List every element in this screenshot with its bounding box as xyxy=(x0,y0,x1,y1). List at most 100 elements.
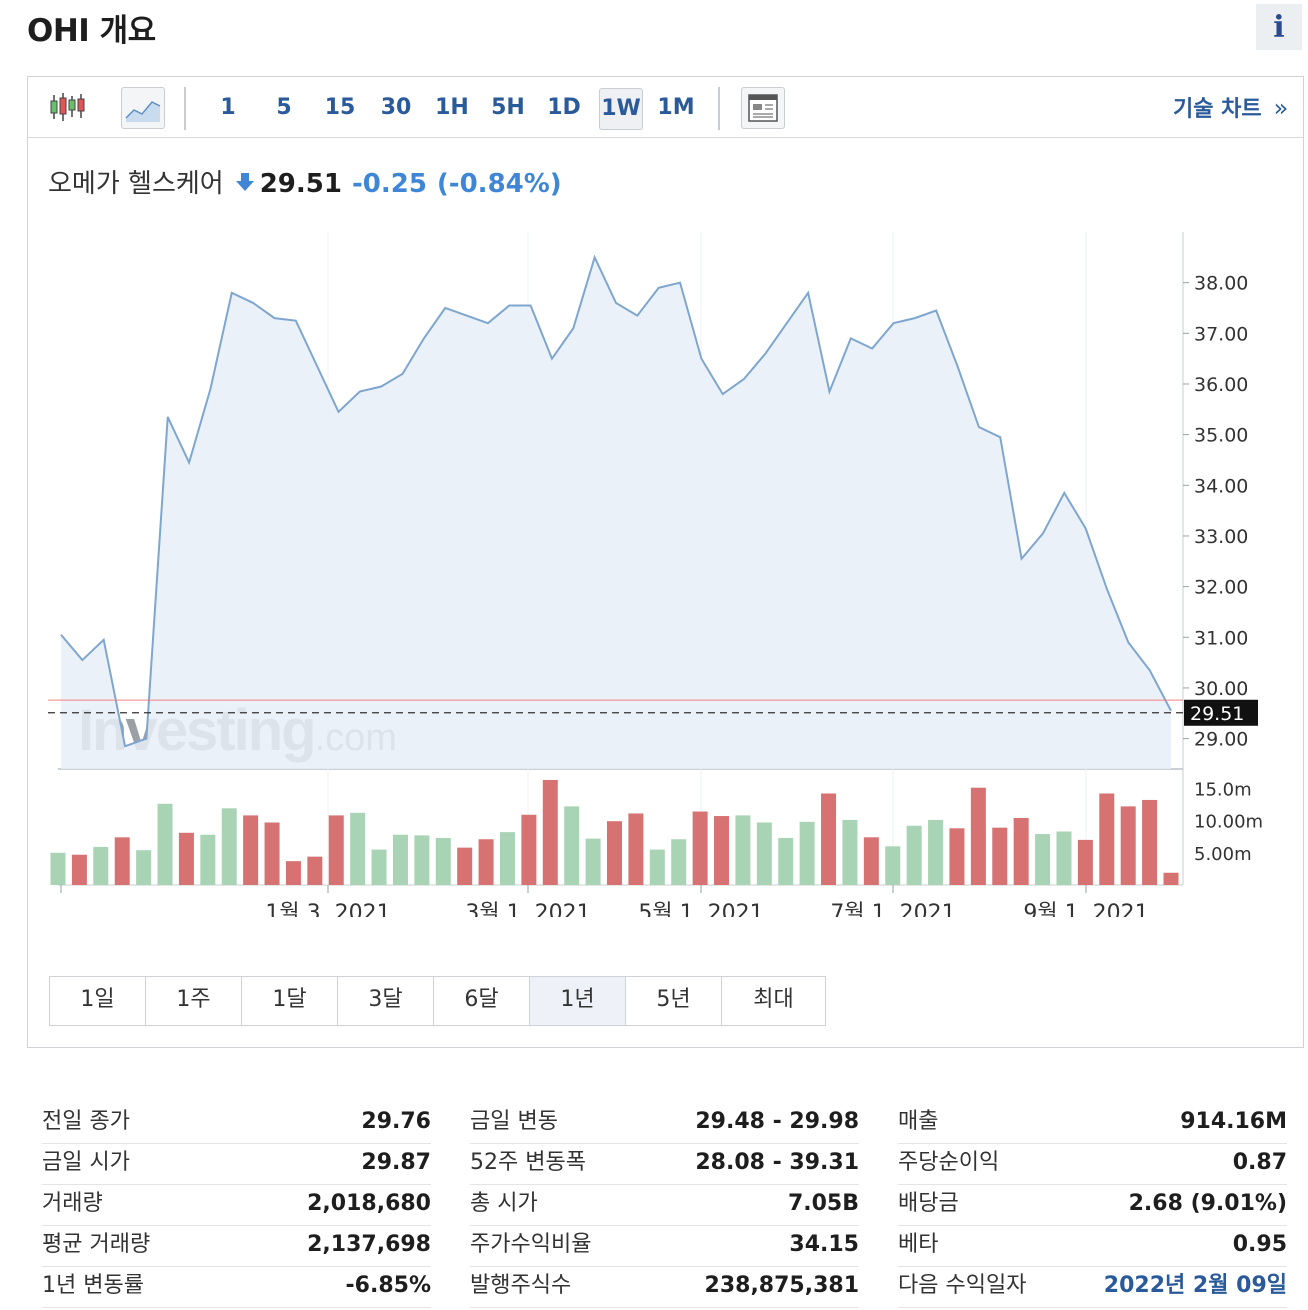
interval-1w[interactable]: 1W xyxy=(599,88,643,130)
quote-summary: 오메가 헬스케어 29.51 -0.25 (-0.84%) xyxy=(48,163,562,200)
technical-chart-link[interactable]: 기술 차트 » xyxy=(1173,91,1288,123)
stat-label: 발행주식수 xyxy=(470,1273,572,1298)
volume-bar xyxy=(970,787,986,885)
volume-bar xyxy=(671,839,687,885)
stat-label: 주가수익비율 xyxy=(470,1232,592,1257)
time-range-selector: 1일 1주 1달 3달 6달 1년 5년 최대 xyxy=(49,976,826,1026)
double-chevron-right-icon: » xyxy=(1273,94,1289,122)
stat-row: 금일 시가 29.87 xyxy=(42,1144,431,1185)
volume-bar xyxy=(200,834,216,885)
range-button[interactable]: 1달 xyxy=(242,977,338,1025)
stat-label: 총 시가 xyxy=(470,1191,538,1216)
range-button[interactable]: 1주 xyxy=(146,977,242,1025)
page-title: OHI 개요 xyxy=(27,13,156,49)
interval-1m[interactable]: 1M xyxy=(657,95,695,120)
stats-column: 금일 변동 29.48 - 29.98 52주 변동폭 28.08 - 39.31 총 … xyxy=(470,1103,859,1308)
interval-5h[interactable]: 5H xyxy=(491,95,525,120)
stat-value: 2.68 (9.01%) xyxy=(1128,1191,1287,1216)
volume-bar xyxy=(50,852,66,885)
range-button[interactable]: 6달 xyxy=(434,977,530,1025)
volume-bar xyxy=(949,828,965,885)
volume-bar xyxy=(414,835,430,885)
candlestick-chart-icon[interactable] xyxy=(46,87,88,127)
volume-bar xyxy=(821,793,837,885)
time-tick-label: 5월 1, 2021 xyxy=(638,901,763,917)
layout-icon[interactable] xyxy=(741,87,785,129)
price-tick-label: 36.00 xyxy=(1194,374,1248,396)
volume-bar xyxy=(1013,817,1029,885)
volume-bar xyxy=(992,827,1008,885)
volume-bar xyxy=(928,819,944,885)
price-line xyxy=(60,254,1172,748)
range-button[interactable]: 최대 xyxy=(753,987,794,1012)
price-tick-label: 33.00 xyxy=(1194,526,1248,548)
time-tick-label: 1월 3, 2021 xyxy=(265,901,390,917)
stat-label: 거래량 xyxy=(42,1191,103,1216)
price-area xyxy=(61,257,1171,769)
stat-value: 29.87 xyxy=(361,1150,431,1175)
volume-bar xyxy=(564,806,580,885)
volume-bar xyxy=(799,821,815,885)
stats-column: 매출 914.16M 주당순이익 0.87 배당금 2.68 (9.01%) 베타 0.95 다… xyxy=(898,1103,1287,1308)
stat-label: 배당금 xyxy=(898,1191,959,1216)
price-change-percent: (-0.84%) xyxy=(436,169,562,199)
stat-value[interactable]: 2022년 2월 09일 xyxy=(1103,1273,1287,1298)
volume-bar xyxy=(863,837,879,885)
stat-value: 7.05B xyxy=(787,1191,859,1216)
volume-tick-label: 5.00m xyxy=(1194,844,1252,865)
volume-bar xyxy=(842,819,858,885)
stat-value: 29.76 xyxy=(361,1109,431,1134)
volume-bar xyxy=(735,815,751,885)
volume-bar xyxy=(585,838,601,885)
volume-bar xyxy=(350,812,366,885)
volume-bar xyxy=(392,834,408,885)
stat-value: 34.15 xyxy=(789,1232,859,1257)
instrument-name: 오메가 헬스케어 xyxy=(48,169,224,199)
interval-15[interactable]: 15 xyxy=(324,95,356,120)
stats-column: 전일 종가 29.76 금일 시가 29.87 거래량 2,018,680 평균 거래량 2,… xyxy=(42,1103,431,1308)
volume-bar xyxy=(221,808,237,885)
stat-label: 전일 종가 xyxy=(42,1109,130,1134)
area-chart-icon[interactable] xyxy=(121,87,165,129)
interval-30[interactable]: 30 xyxy=(380,95,412,120)
volume-bar xyxy=(264,822,280,885)
stat-row: 다음 수익일자 2022년 2월 09일 xyxy=(898,1267,1287,1308)
volume-bar xyxy=(1056,831,1072,885)
volume-bar xyxy=(328,815,344,885)
interval-1h[interactable]: 1H xyxy=(435,95,469,120)
current-price-label: 29.51 xyxy=(1190,703,1244,725)
range-button[interactable]: 3달 xyxy=(338,977,434,1025)
price-volume-chart: Investing.com38.0037.0036.0035.0034.0033… xyxy=(48,232,1263,917)
technical-chart-label: 기술 차트 xyxy=(1173,97,1262,122)
stat-label: 다음 수익일자 xyxy=(898,1273,1027,1298)
stat-row: 주가수익비율 34.15 xyxy=(470,1226,859,1267)
interval-1d[interactable]: 1D xyxy=(547,95,581,120)
stat-label: 52주 변동폭 xyxy=(470,1150,586,1175)
range-button[interactable]: 1일 xyxy=(50,977,146,1025)
stat-row: 금일 변동 29.48 - 29.98 xyxy=(470,1103,859,1144)
volume-bar xyxy=(906,825,922,885)
volume-bar xyxy=(93,846,109,885)
info-icon-button[interactable]: i xyxy=(1256,4,1302,50)
range-button[interactable]: 1년 xyxy=(530,977,626,1025)
stat-label: 평균 거래량 xyxy=(42,1232,151,1257)
price-tick-label: 32.00 xyxy=(1194,577,1248,599)
volume-bar xyxy=(478,839,494,885)
range-button[interactable]: 5년 xyxy=(626,977,722,1025)
stat-label: 주당순이익 xyxy=(898,1150,1000,1175)
interval-1[interactable]: 1 xyxy=(220,95,236,120)
stat-row: 거래량 2,018,680 xyxy=(42,1185,431,1226)
price-tick-label: 35.00 xyxy=(1194,425,1248,447)
price-tick-label: 37.00 xyxy=(1194,323,1248,345)
interval-5[interactable]: 5 xyxy=(276,95,292,120)
toolbar-divider xyxy=(718,87,720,130)
stat-label: 매출 xyxy=(898,1109,939,1134)
stat-label: 금일 시가 xyxy=(42,1150,130,1175)
volume-bar xyxy=(756,822,772,885)
volume-bar xyxy=(885,846,901,885)
price-tick-label: 34.00 xyxy=(1194,475,1248,497)
chart-panel: 1 5 15 30 1H 5H 1D 1W 1M 기술 차트» 오메가 헬스케어 29.51 -0.… xyxy=(27,76,1304,1048)
volume-bar xyxy=(692,811,708,885)
volume-bar xyxy=(136,850,152,885)
volume-bar xyxy=(1077,839,1093,885)
